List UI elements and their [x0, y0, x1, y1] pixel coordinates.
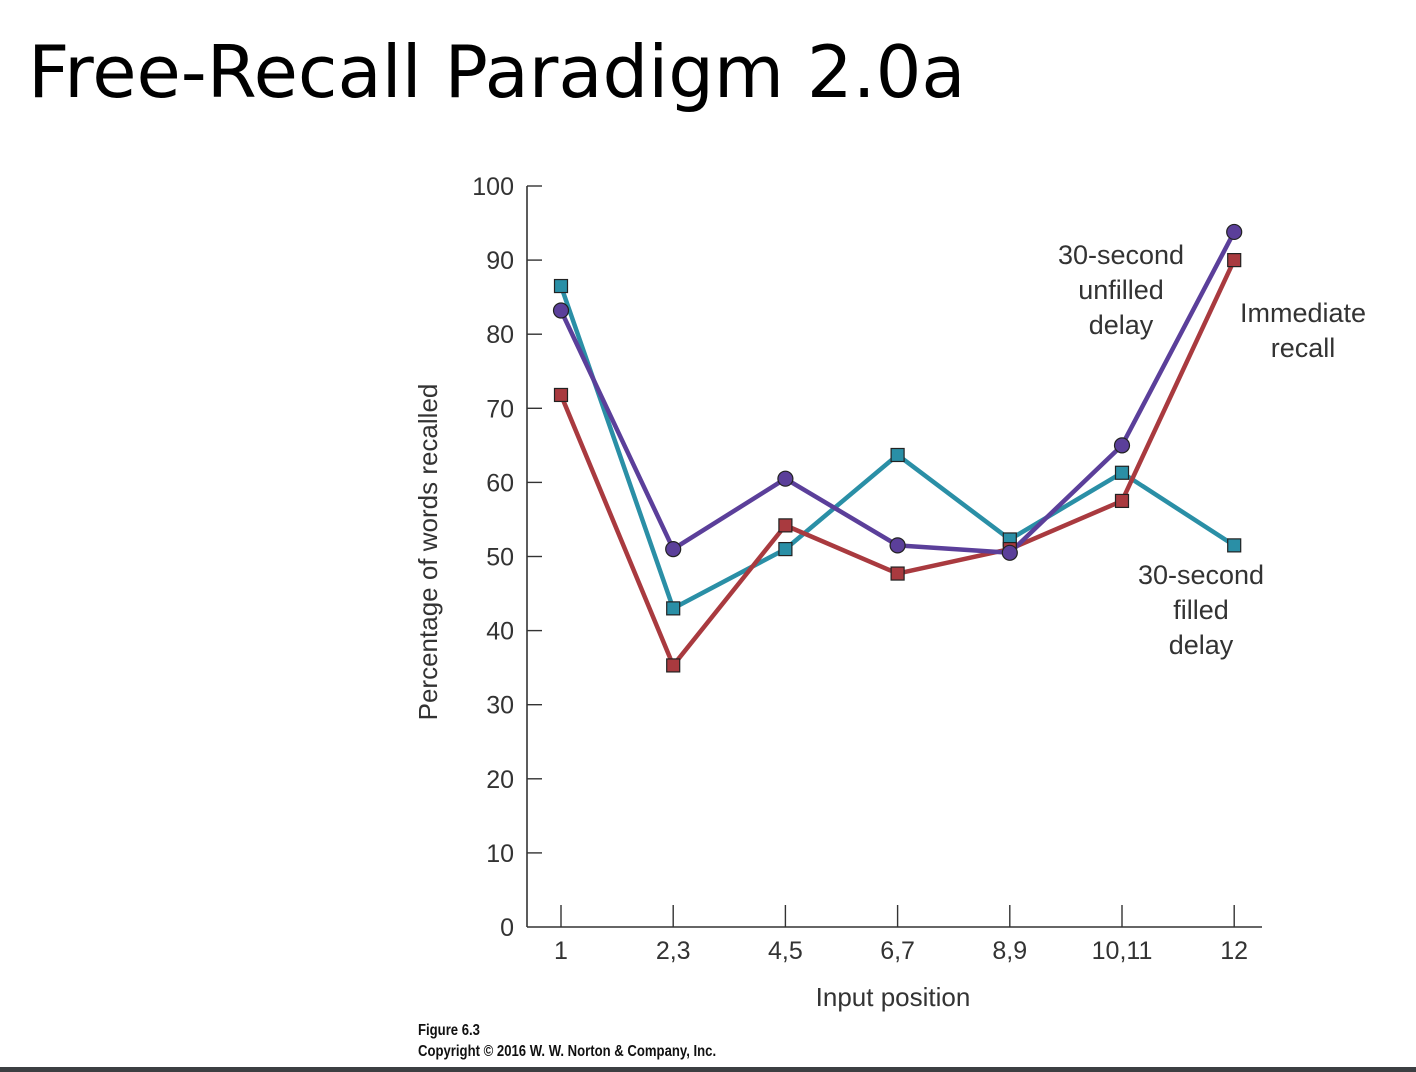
data-point	[1001, 544, 1018, 561]
x-tick-label: 1	[554, 937, 568, 965]
x-tick-label: 12	[1220, 937, 1248, 965]
data-point	[890, 447, 905, 463]
data-point	[666, 658, 681, 673]
series-label: delay	[1089, 310, 1154, 340]
figure-caption: Figure 6.3	[418, 1022, 480, 1039]
x-tick-label: 2,3	[656, 937, 691, 965]
y-tick-label: 80	[486, 321, 514, 349]
series-label: recall	[1271, 333, 1336, 363]
series-label: unfilled	[1078, 275, 1164, 305]
data-point	[552, 302, 570, 319]
bottom-bar	[0, 1067, 1416, 1072]
y-tick-label: 10	[486, 840, 514, 868]
data-point	[1226, 223, 1243, 241]
data-point	[665, 540, 682, 558]
data-point	[666, 601, 681, 616]
y-tick-label: 50	[486, 544, 514, 572]
y-tick-label: 20	[486, 766, 514, 794]
data-point	[889, 537, 906, 554]
series-label: 30-second	[1058, 240, 1184, 270]
data-point	[553, 278, 569, 294]
y-tick-label: 70	[486, 395, 514, 423]
series-label: delay	[1169, 630, 1234, 660]
x-tick-label: 6,7	[880, 937, 915, 965]
y-tick-label: 40	[486, 618, 514, 646]
series-label: filled	[1173, 595, 1229, 625]
data-point	[778, 518, 793, 533]
y-tick-label: 60	[486, 469, 514, 497]
x-tick-label: 10,11	[1092, 937, 1153, 965]
copyright-caption: Copyright © 2016 W. W. Norton & Company,…	[418, 1043, 717, 1060]
y-axis-label: Percentage of words recalled	[413, 384, 443, 721]
series-label: Immediate	[1240, 298, 1366, 328]
x-axis-label: Input position	[816, 982, 971, 1012]
chart-ticks: 0 10 20 30 40 50 60 70 80 90 100 1 2,3 4,5 6,7 8,9 10,11…	[472, 173, 1248, 965]
x-tick-label: 8,9	[992, 937, 1027, 965]
y-tick-label: 30	[486, 692, 514, 720]
data-point	[553, 387, 569, 403]
data-point	[1227, 538, 1242, 553]
data-point	[890, 566, 905, 581]
chart-series-labels: 30-second unfilled delay Immediate recall 30-…	[1058, 240, 1366, 660]
series-label: 30-second	[1138, 560, 1264, 590]
chart-series-markers	[552, 223, 1243, 673]
data-point	[1114, 465, 1130, 480]
y-tick-label: 100	[472, 173, 514, 201]
data-point	[777, 470, 794, 487]
data-point	[1114, 493, 1130, 509]
data-point	[1227, 253, 1242, 268]
slide-title: Free-Recall Paradigm 2.0a	[28, 30, 966, 114]
y-tick-label: 0	[500, 914, 514, 942]
y-tick-label: 90	[486, 247, 514, 275]
data-point	[1113, 437, 1131, 454]
x-tick-label: 4,5	[768, 937, 803, 965]
data-point	[778, 541, 793, 557]
